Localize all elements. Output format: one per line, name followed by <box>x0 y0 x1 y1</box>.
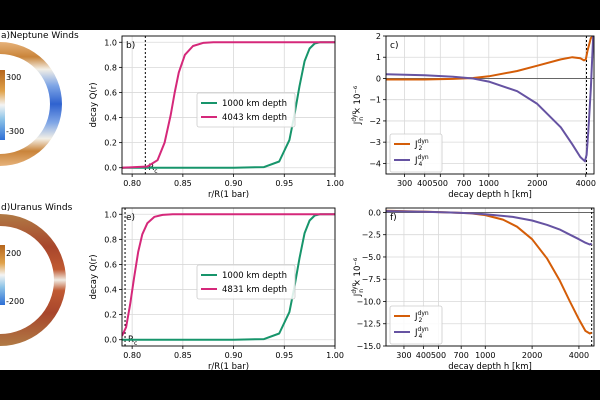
panel-c-ytick-label-6: 2 <box>376 32 381 41</box>
panel-c-series-0 <box>386 36 594 81</box>
panel-c-legend-label-1: Jdyn 4 <box>414 154 429 168</box>
panel-b-ytick-label-0: 0.0 <box>104 164 117 173</box>
panel-c-xlabel: decay depth h [km] <box>448 190 532 200</box>
panel-c-xtick-label-1: 400 <box>417 179 432 188</box>
panel-f-xtick-label-2: 500 <box>431 351 446 360</box>
panel-f-ytick-label-1: −12.5 <box>356 320 381 329</box>
panel-f-xlabel: decay depth h [km] <box>448 362 532 372</box>
panel-c-xtick-label-5: 2000 <box>527 179 547 188</box>
panel-e-ylabel: decay Q(r) <box>89 254 99 299</box>
panel-d-colorbar <box>0 245 5 305</box>
panel-f-xtick-label-0: 300 <box>396 351 411 360</box>
panel-f-legend-label-0: Jdyn 2 <box>414 310 429 324</box>
panel-f-xtick-label-4: 1000 <box>475 351 495 360</box>
panel-a: a)Neptune Winds 300 -300 <box>0 31 79 166</box>
panel-e-xtick-label-2: 0.90 <box>225 351 243 360</box>
panel-e-xtick-label-1: 0.85 <box>174 351 192 360</box>
panel-b-label: b) <box>126 41 135 51</box>
panel-e-xtick-label-0: 0.80 <box>123 351 141 360</box>
panel-d-wind-ring <box>0 214 66 346</box>
panel-f: 300 400 500 700 1000 2000 4000 −15.0 −12.5 −10.0 −… <box>351 207 595 372</box>
panel-c-ytick-label-1: −3 <box>369 138 381 147</box>
panel-b-xtick-label-0: 0.80 <box>123 179 141 188</box>
panel-b-ytick-label-3: 0.6 <box>104 88 117 97</box>
panel-e-legend-label-1: 4831 km depth <box>222 285 287 295</box>
panel-b-ytick-label-1: 0.2 <box>104 139 117 148</box>
panel-a-colorbar <box>0 70 5 140</box>
panel-c-ytick-label-0: −4 <box>369 159 381 168</box>
panel-f-ytick-label-3: −7.5 <box>362 275 381 284</box>
panel-c-series-1 <box>386 36 594 163</box>
panel-f-ytick-label-4: −5.0 <box>362 253 381 262</box>
panel-b-xtick-label-1: 0.85 <box>174 179 192 188</box>
panel-c-ytick-label-2: −2 <box>369 117 381 126</box>
panel-c-frame <box>385 35 595 175</box>
panel-d-title: d)Uranus Winds <box>1 203 73 213</box>
panel-b-xtick-label-3: 0.95 <box>275 179 293 188</box>
panel-b-xtick-label-4: 1.00 <box>326 179 344 188</box>
panel-b-ylabel: decay Q(r) <box>89 82 99 127</box>
panel-d-colorbar-tick-bottom: -200 <box>6 297 24 306</box>
panel-c-ylabel: Jdynn × 10⁻⁶ <box>351 85 365 125</box>
panel-f-ytick-label-2: −10.0 <box>356 297 381 306</box>
panel-a-title: a)Neptune Winds <box>1 31 79 41</box>
panel-e-legend <box>196 264 296 300</box>
panel-a-colorbar-tick-top: 300 <box>6 73 21 82</box>
panel-d-colorbar-tick-top: 200 <box>6 249 21 258</box>
panel-b-xtick-label-2: 0.90 <box>225 179 243 188</box>
panel-e-series-1 <box>122 213 335 337</box>
panel-f-xtick-label-3: 700 <box>454 351 469 360</box>
panel-e-ytick-label-4: 0.8 <box>104 235 117 244</box>
panel-c: 300 400 500 700 1000 2000 4000 −4 −3 −2 −1 0 1 2 c) dec… <box>351 32 596 200</box>
panel-e-label: e) <box>126 213 135 223</box>
panel-c-xtick-label-2: 500 <box>433 179 448 188</box>
panel-e-legend-label-0: 1000 km depth <box>222 271 287 281</box>
panel-e-ytick-label-2: 0.4 <box>104 286 117 295</box>
panel-c-label: c) <box>390 41 398 51</box>
panel-b-series-1 <box>122 41 335 169</box>
panel-b-ytick-label-2: 0.4 <box>104 114 117 123</box>
panel-e-ytick-label-3: 0.6 <box>104 260 117 269</box>
panel-e-ytick-label-0: 0.0 <box>104 336 117 345</box>
panel-f-series-1 <box>386 210 593 246</box>
panel-b-legend-label-1: 4043 km depth <box>222 113 287 123</box>
panel-a-colorbar-tick-bottom: -300 <box>6 127 24 136</box>
panel-d: d)Uranus Winds 200 -200 <box>0 203 73 346</box>
panel-c-xtick-label-3: 700 <box>456 179 471 188</box>
panel-c-xtick-label-0: 300 <box>397 179 412 188</box>
panel-e-xtick-label-4: 1.00 <box>326 351 344 360</box>
panel-b-xlabel: r/R(1 bar) <box>208 190 249 200</box>
panel-e-ytick-label-5: 1.0 <box>104 210 117 219</box>
panel-e-frame <box>121 207 336 347</box>
panel-c-ytick-label-5: 1 <box>376 53 381 62</box>
panel-b-frame <box>121 35 336 175</box>
panel-c-ytick-label-3: −1 <box>369 96 381 105</box>
panel-f-frame <box>385 207 595 347</box>
panel-f-label: f) <box>390 213 397 223</box>
panel-c-xtick-label-4: 1000 <box>479 179 499 188</box>
panel-b-ytick-label-4: 0.8 <box>104 63 117 72</box>
panel-e-xtick-label-3: 0.95 <box>275 351 293 360</box>
panel-b-legend-label-0: 1000 km depth <box>222 99 287 109</box>
panel-c-legend-label-0: Jdyn 2 <box>414 138 429 152</box>
panel-a-wind-ring <box>0 42 62 166</box>
panel-c-ytick-label-4: 0 <box>376 74 381 83</box>
panel-e-ytick-label-1: 0.2 <box>104 311 117 320</box>
panel-e-xlabel: r/R(1 bar) <box>208 362 249 372</box>
panel-f-ylabel: Jdynn × 10⁻⁶ <box>351 257 365 297</box>
panel-f-ytick-label-6: 0.0 <box>368 208 381 217</box>
panel-f-xtick-label-6: 4000 <box>569 351 589 360</box>
panel-b-ytick-label-5: 1.0 <box>104 38 117 47</box>
panel-b: 0.80 0.85 0.90 0.95 1.000.00.20.40.60.81.0Rc… <box>89 35 344 200</box>
panel-f-ytick-label-0: −15.0 <box>356 342 381 351</box>
panel-f-ytick-label-5: −2.5 <box>362 231 381 240</box>
panel-e: 0.80 0.85 0.90 0.95 1.000.00.20.40.60.81.0Rc… <box>89 207 344 372</box>
panel-f-xtick-label-1: 400 <box>416 351 431 360</box>
panel-f-xtick-label-5: 2000 <box>522 351 542 360</box>
panel-f-legend-label-1: Jdyn 4 <box>414 326 429 340</box>
panel-b-legend <box>196 92 296 128</box>
panel-c-xtick-label-6: 4000 <box>576 179 596 188</box>
